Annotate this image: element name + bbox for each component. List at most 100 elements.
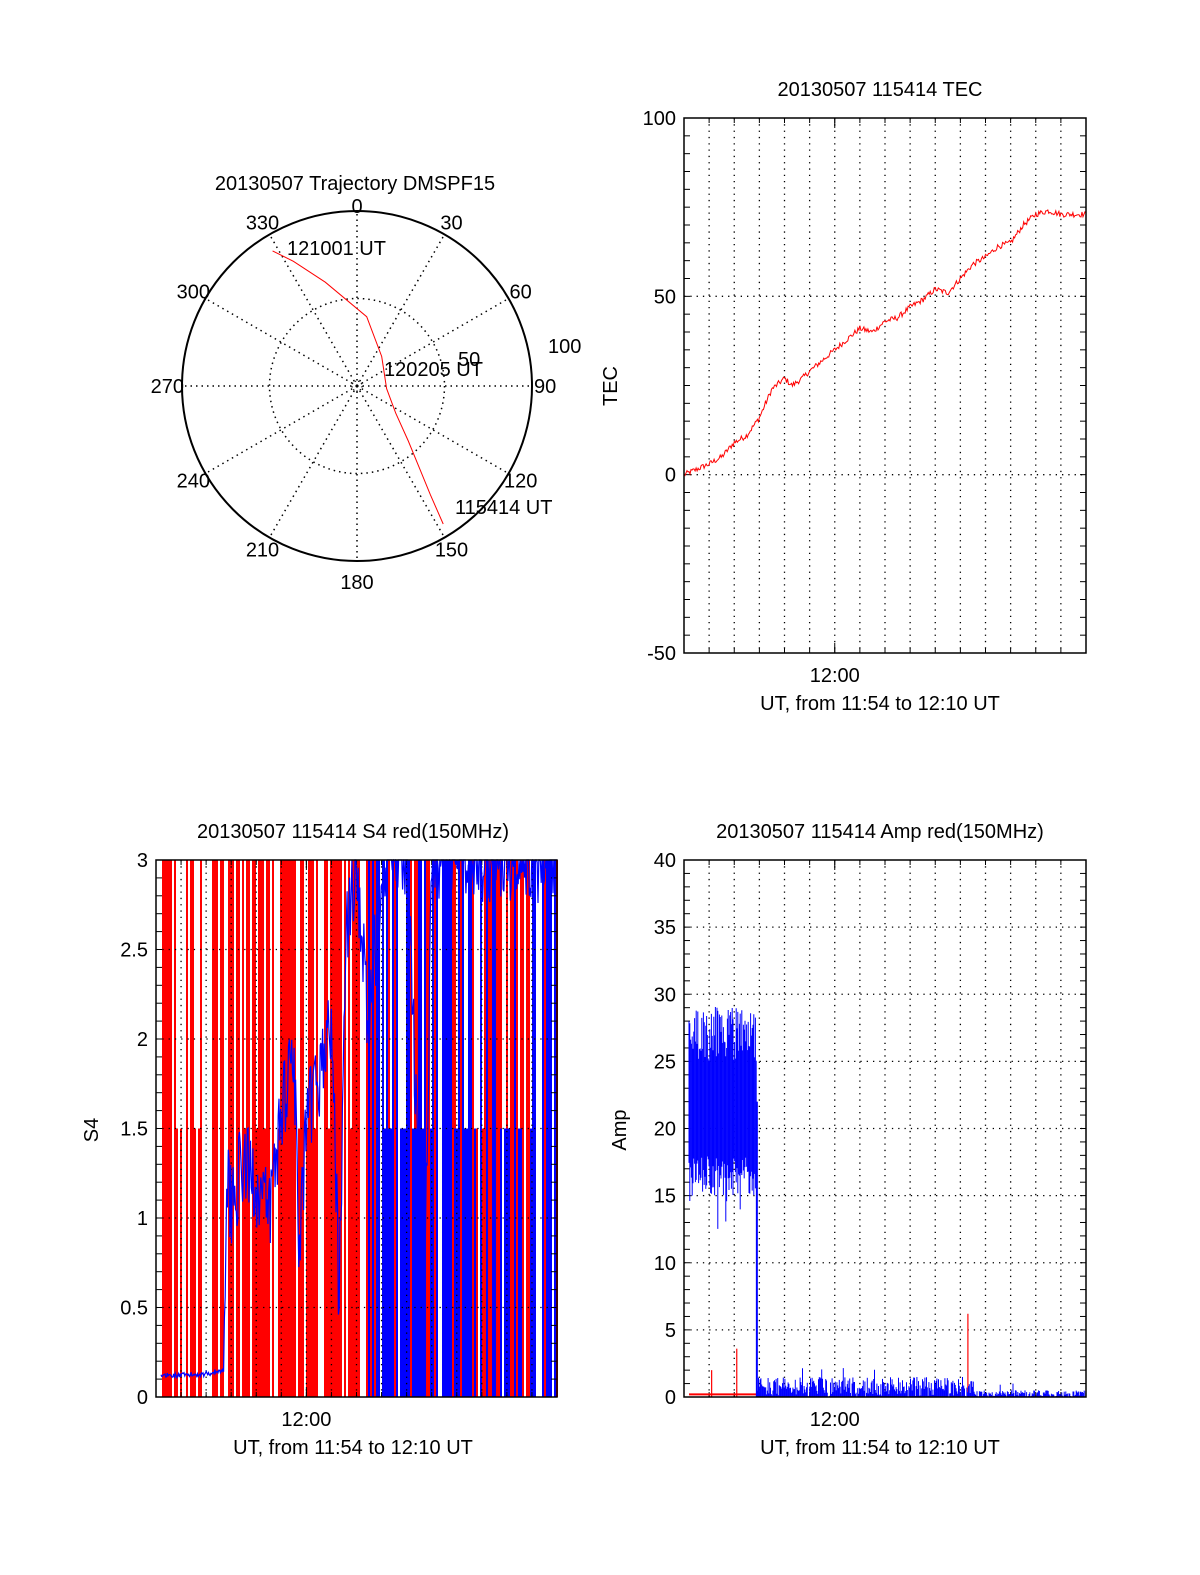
polar-inner-circle [268, 297, 446, 475]
s4-red-bar [356, 860, 358, 1397]
s4-red-bar [198, 1128, 200, 1397]
s4-blue-bar [416, 1128, 418, 1397]
polar-trajectory-chart: 20130507 Trajectory DMSPF15 0 30 60 90 120 15… [151, 173, 582, 594]
polar-angle-tick-label: 0 [351, 196, 362, 218]
s4-red-bar [348, 860, 350, 1397]
y-tick-label: 2.5 [120, 940, 148, 962]
s4-title: 20130507 115414 S4 red(150MHz) [197, 821, 509, 843]
s4-red-bar [522, 860, 524, 1397]
y-tick-label: 1 [137, 1208, 148, 1230]
s4-red-bar [254, 860, 256, 1397]
polar-angle-tick-label: 60 [510, 282, 532, 304]
amp-x-tick-label: 12:00 [810, 1409, 860, 1431]
s4-blue-bar [456, 1128, 458, 1397]
s4-blue-bar [464, 1128, 466, 1397]
s4-red-bar [328, 1128, 330, 1397]
s4-red-bar [484, 860, 486, 1397]
polar-angle-tick-label: 150 [435, 540, 468, 562]
s4-red-bar [186, 860, 188, 1397]
polar-angle-tick-label: 270 [151, 376, 184, 398]
y-tick-label: 25 [654, 1051, 676, 1073]
s4-red-bar [194, 1128, 196, 1397]
s4-red-bar [526, 860, 528, 1397]
s4-blue-bar [390, 1128, 392, 1397]
polar-angle-tick-label: 90 [534, 376, 556, 398]
y-tick-label: 0 [137, 1387, 148, 1409]
polar-spoke [356, 385, 446, 538]
s4-blue-bar [432, 860, 434, 1397]
polar-grid [181, 210, 533, 562]
tec-y-axis-label: TEC [600, 366, 622, 406]
s4-red-bar [192, 860, 194, 1397]
s4-blue-bar [430, 1128, 432, 1397]
s4-blue-bar [402, 1128, 404, 1397]
polar-start-label: 115414 UT [455, 497, 552, 519]
s4-blue-bar [474, 1128, 476, 1397]
s4-blue-bar [454, 1128, 456, 1397]
s4-red-bar [244, 1128, 246, 1397]
tec-y-tick-labels: 100 50 0 -50 [643, 108, 676, 665]
s4-red-bar [292, 860, 294, 1397]
y-tick-label: -50 [647, 643, 676, 665]
s4-blue-bar [392, 860, 394, 1397]
polar-angle-tick-label: 120 [504, 471, 537, 493]
s4-red-bar [268, 860, 270, 1397]
polar-center-circle [351, 380, 363, 392]
s4-red-bar [166, 860, 168, 1397]
s4-red-bar [330, 860, 332, 1397]
s4-red-bar [434, 860, 436, 1397]
s4-y-tick-labels: 3 2.5 2 1.5 1 0.5 0 [120, 850, 148, 1409]
s4-red-bar [512, 860, 514, 1397]
s4-y-axis-label: S4 [81, 1118, 103, 1142]
s4-red-bar [228, 860, 230, 1397]
s4-red-bar [488, 860, 490, 1397]
y-tick-label: 100 [643, 108, 676, 130]
y-tick-label: 5 [665, 1320, 676, 1342]
s4-red-bar [324, 860, 326, 1397]
s4-red-bar [176, 1128, 178, 1397]
polar-angle-tick-label: 300 [177, 282, 210, 304]
s4-blue-bar [462, 860, 464, 1397]
s4-blue-bar [542, 860, 544, 1397]
polar-spoke [268, 385, 358, 538]
s4-red-bar [260, 860, 262, 1397]
s4-red-bar [264, 1128, 266, 1397]
polar-angle-tick-label: 240 [177, 471, 210, 493]
s4-red-bar [170, 860, 172, 1397]
s4-blue-bar [492, 860, 494, 1397]
s4-red-bar [476, 1128, 478, 1397]
s4-blue-bar [436, 860, 438, 1397]
s4-blue-bar [468, 860, 470, 1397]
amp-grid [684, 859, 1086, 1398]
s4-grid [156, 859, 557, 1398]
s4-red-bar [180, 1128, 182, 1397]
s4-blue-bar [504, 1128, 506, 1397]
s4-red-bar [340, 860, 342, 1397]
s4-blue-bar [518, 1128, 520, 1397]
s4-red-bar [350, 1128, 352, 1397]
tec-x-tick-label: 12:00 [810, 665, 860, 687]
polar-outer-circle [181, 210, 533, 562]
s4-red-bar [394, 860, 396, 1397]
s4-red-bar [280, 860, 282, 1397]
s4-blue-bar [480, 860, 482, 1397]
s4-x-axis-label: UT, from 11:54 to 12:10 UT [233, 1437, 473, 1459]
s4-blue-bar [444, 860, 446, 1397]
s4-red-bar [248, 860, 250, 1397]
amp-y-axis-label: Amp [609, 1109, 631, 1150]
s4-red-bar [290, 860, 292, 1397]
y-tick-label: 40 [654, 850, 676, 872]
amp-y-tick-labels: 40 35 30 25 20 15 10 5 0 [654, 850, 676, 1409]
polar-spoke [205, 385, 358, 475]
y-tick-label: 0.5 [120, 1298, 148, 1320]
s4-blue-bar [372, 860, 374, 1397]
s4-blue-bar [388, 1128, 390, 1397]
s4-blue-bar [414, 1128, 416, 1397]
s4-red-bar [498, 860, 500, 1397]
s4-red-bar [242, 860, 244, 1397]
amp-title: 20130507 115414 Amp red(150MHz) [716, 821, 1044, 843]
s4-red-bar [306, 1128, 308, 1397]
s4-blue-bar [532, 860, 534, 1397]
polar-radial-tick-100: 100 [548, 336, 581, 358]
